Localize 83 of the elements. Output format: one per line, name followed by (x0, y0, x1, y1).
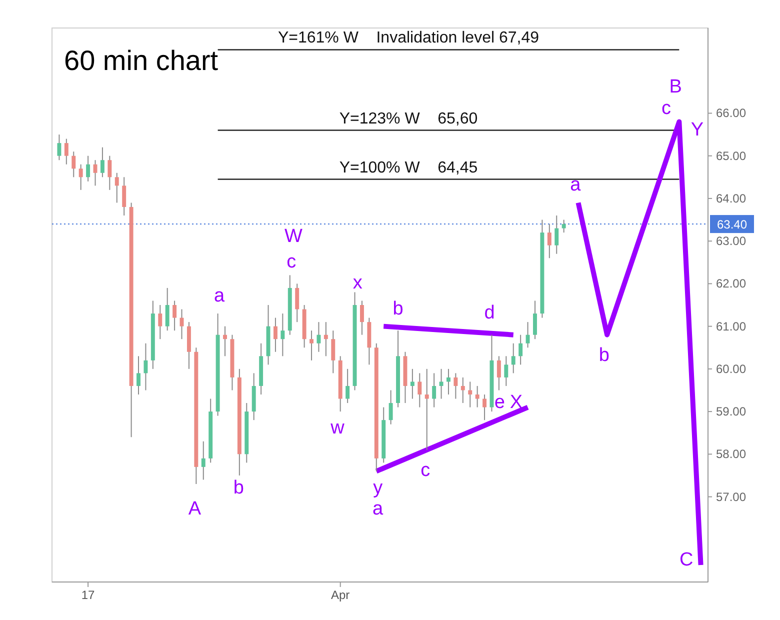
ref-line-label: Y=161% W Invalidation level 67,49 (278, 30, 540, 47)
annotation: c (420, 460, 430, 482)
y-tick-label: 65.00 (716, 148, 746, 163)
candlestick (460, 376, 465, 404)
candlestick (418, 372, 422, 408)
candlestick (511, 342, 516, 374)
candlestick (533, 300, 537, 340)
candlestick (346, 368, 350, 404)
x-tick-label: Apr (331, 588, 350, 602)
candlestick (100, 146, 104, 178)
candlestick (554, 215, 559, 254)
candlestick (475, 385, 480, 408)
candlestick (410, 368, 414, 400)
annotation: a (570, 174, 582, 196)
candlestick (331, 330, 336, 374)
y-tick-label: 66.00 (716, 106, 746, 120)
candlestick (547, 224, 552, 259)
y-tick-label: 57.00 (716, 490, 746, 504)
candlestick (64, 138, 68, 165)
y-tick-label: 61.00 (716, 319, 746, 334)
ref-line-label: Y=123% W 65,60 (339, 110, 478, 128)
annotation: y (373, 477, 384, 498)
annotation: e (494, 392, 505, 414)
y-tick-label: 63.00 (716, 234, 746, 248)
candlestick (496, 356, 501, 391)
candlestick (78, 164, 83, 190)
y-tick-label: 60.00 (716, 362, 746, 376)
annotation: W (284, 226, 303, 247)
candlestick (310, 330, 314, 361)
candlestick (201, 440, 206, 480)
candlestick (108, 155, 112, 190)
annotation: x (352, 272, 363, 294)
x-tick-label: 17 (81, 588, 96, 602)
candlestick (72, 151, 76, 178)
candlestick (446, 368, 450, 395)
annotation: w (330, 418, 345, 439)
candlestick (324, 322, 328, 357)
candlestick (454, 372, 458, 400)
candlestick (432, 372, 436, 408)
candlestick (295, 283, 300, 323)
candlestick (388, 390, 393, 425)
candlestick (280, 313, 285, 357)
candlestick (57, 134, 62, 161)
candlestick (316, 322, 321, 352)
candlestick (86, 155, 90, 182)
candlestick (360, 300, 364, 336)
candlestick (158, 304, 162, 340)
candlestick (526, 322, 530, 348)
candlestick (114, 172, 119, 204)
annotation: B (669, 76, 682, 98)
annotation: X (510, 392, 523, 414)
text: 60 min chart (64, 45, 218, 76)
candlestick (482, 394, 487, 421)
annotation: d (484, 302, 495, 324)
y-tick-label: 59.00 (716, 404, 746, 419)
annotation: a (372, 498, 384, 520)
candlestick (122, 176, 126, 216)
annotation: A (188, 498, 202, 520)
candlestick (223, 326, 227, 357)
ref-line-label: Y=100% W 64,45 (339, 159, 478, 176)
y-tick-label: 64.00 (716, 191, 746, 206)
annotation: b (392, 298, 404, 320)
candlestick (136, 356, 140, 395)
candlestick (165, 287, 170, 332)
candlestick (144, 342, 148, 391)
candlestick (518, 334, 523, 366)
annotation: c (286, 251, 296, 272)
candlestick (468, 381, 472, 408)
annotation: Y (690, 119, 704, 140)
annotation: b (598, 345, 610, 366)
ref-line-label: 63.40 (716, 218, 748, 232)
candlestick (273, 317, 278, 352)
annotation: c (661, 98, 671, 119)
candlestick (424, 368, 429, 450)
annotation: C (680, 550, 694, 571)
candlestick (562, 219, 566, 234)
y-tick-label: 62.00 (716, 276, 746, 291)
annotation: b (233, 477, 244, 498)
candlestick (439, 368, 444, 400)
candlestick (504, 356, 508, 386)
candlestick (172, 300, 177, 332)
y-tick-label: 58.00 (716, 447, 746, 462)
annotation: a (214, 285, 225, 306)
